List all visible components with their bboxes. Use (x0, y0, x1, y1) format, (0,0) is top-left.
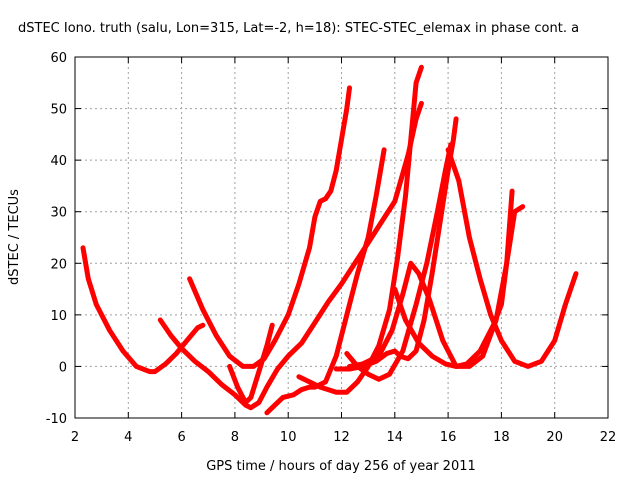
x-tick-label: 12 (333, 430, 350, 445)
chart-title: dSTEC Iono. truth (salu, Lon=315, Lat=-2… (18, 21, 579, 36)
y-tick-label: 30 (50, 206, 67, 221)
x-tick-label: 2 (71, 430, 79, 445)
y-tick-label: 60 (50, 51, 67, 66)
y-tick-label: -10 (46, 412, 67, 427)
y-tick-label: 40 (50, 154, 67, 169)
series-line-3 (187, 85, 352, 369)
x-tick-label: 20 (546, 430, 563, 445)
series-line-8 (344, 142, 454, 382)
x-tick-label: 22 (600, 430, 617, 445)
y-tick-label: 0 (59, 360, 67, 375)
x-tick-label: 16 (440, 430, 457, 445)
x-tick-label: 18 (493, 430, 510, 445)
axis-ticks: 2 4 6 8 10 12 14 16 18 20 22 -10 0 10 20 30 40 50 60 (46, 51, 617, 445)
series-line-11 (445, 147, 579, 369)
x-tick-label: 10 (280, 430, 297, 445)
x-tick-label: 6 (177, 430, 185, 445)
y-tick-label: 50 (50, 103, 67, 118)
series-line-2 (157, 100, 424, 411)
y-axis-label: dSTEC / TECUs (7, 189, 22, 285)
grid (75, 57, 608, 418)
series-group (80, 64, 579, 416)
series-line-4 (227, 322, 275, 405)
series-line-10 (392, 188, 515, 369)
series-line-1 (80, 245, 206, 375)
y-tick-label: 20 (50, 257, 67, 272)
x-tick-label: 14 (387, 430, 404, 445)
x-tick-label: 8 (231, 430, 239, 445)
x-axis-label: GPS time / hours of day 256 of year 2011 (206, 459, 476, 474)
series-line-7 (333, 116, 459, 372)
y-tick-label: 10 (50, 309, 67, 324)
x-tick-label: 4 (124, 430, 132, 445)
